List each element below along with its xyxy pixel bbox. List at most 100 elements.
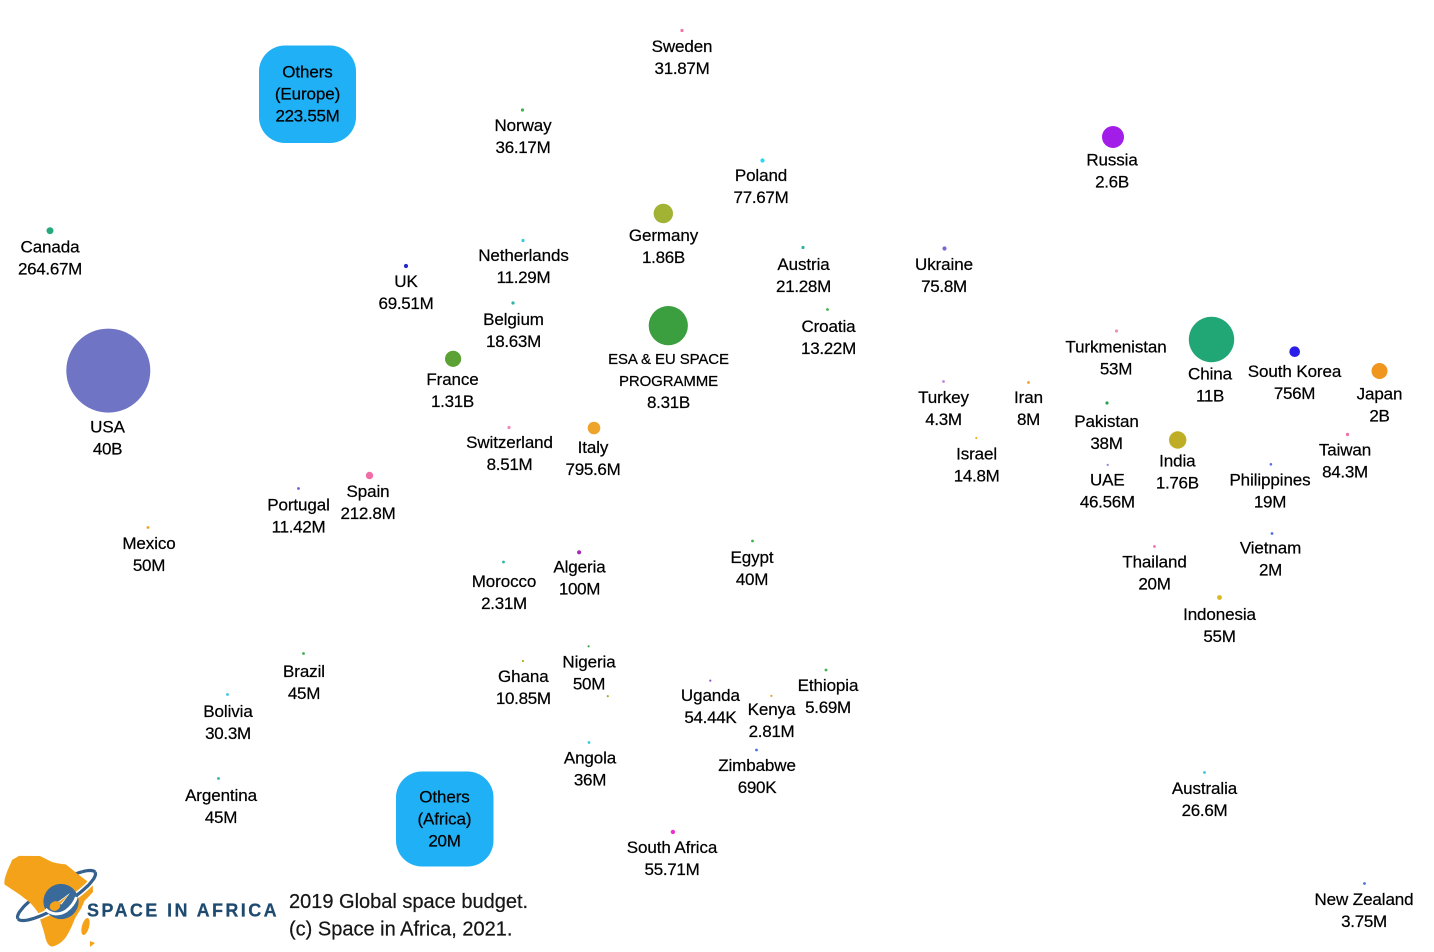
svg-text:69.51M: 69.51M (379, 294, 434, 313)
svg-text:Australia: Australia (1172, 779, 1238, 798)
svg-text:2B: 2B (1369, 407, 1389, 426)
svg-text:Poland: Poland (735, 166, 787, 185)
svg-text:Indonesia: Indonesia (1183, 605, 1256, 624)
svg-text:45M: 45M (288, 684, 320, 703)
svg-text:Canada: Canada (21, 237, 81, 256)
svg-text:5.69M: 5.69M (805, 698, 851, 717)
svg-text:(Africa): (Africa) (418, 810, 472, 829)
svg-text:Ethiopia: Ethiopia (798, 676, 859, 695)
svg-text:China: China (1188, 365, 1233, 384)
svg-text:PROGRAMME: PROGRAMME (619, 373, 718, 390)
svg-text:1.76B: 1.76B (1156, 474, 1199, 493)
svg-text:690K: 690K (738, 778, 777, 797)
svg-text:Brazil: Brazil (283, 662, 325, 681)
svg-text:Sweden: Sweden (652, 37, 713, 56)
svg-text:264.67M: 264.67M (18, 259, 82, 278)
svg-text:13.22M: 13.22M (801, 339, 856, 358)
svg-text:2.6B: 2.6B (1095, 173, 1129, 192)
svg-text:Zimbabwe: Zimbabwe (718, 756, 796, 775)
svg-text:55.71M: 55.71M (645, 860, 700, 879)
svg-text:45M: 45M (205, 808, 237, 827)
svg-text:Italy: Italy (578, 438, 609, 457)
svg-text:4.3M: 4.3M (925, 410, 962, 429)
svg-text:31.87M: 31.87M (655, 59, 710, 78)
svg-text:Iran: Iran (1014, 388, 1043, 407)
svg-text:11.42M: 11.42M (272, 518, 326, 537)
svg-text:1.31B: 1.31B (431, 392, 474, 411)
svg-text:10.85M: 10.85M (496, 689, 551, 708)
svg-text:50M: 50M (133, 556, 165, 575)
svg-text:8.31B: 8.31B (647, 393, 690, 412)
svg-text:India: India (1159, 452, 1196, 471)
svg-text:Israel: Israel (956, 445, 997, 464)
svg-text:1.86B: 1.86B (642, 248, 685, 267)
svg-text:50M: 50M (573, 674, 605, 693)
svg-text:(c) Space in Africa, 2021.: (c) Space in Africa, 2021. (289, 919, 512, 941)
svg-text:84.3M: 84.3M (1322, 463, 1368, 482)
svg-text:Austria: Austria (777, 255, 830, 274)
svg-text:New Zealand: New Zealand (1314, 890, 1413, 909)
svg-text:Kenya: Kenya (748, 700, 796, 719)
svg-text:Angola: Angola (564, 749, 617, 768)
svg-text:19M: 19M (1254, 493, 1286, 512)
svg-text:223.55M: 223.55M (275, 107, 339, 126)
svg-text:26.6M: 26.6M (1182, 801, 1228, 820)
svg-text:77.67M: 77.67M (734, 188, 789, 207)
svg-text:Others: Others (419, 788, 469, 807)
svg-text:Spain: Spain (347, 482, 390, 501)
svg-text:ESA & EU SPACE: ESA & EU SPACE (608, 351, 729, 368)
svg-text:20M: 20M (428, 832, 460, 851)
svg-text:Taiwan: Taiwan (1319, 441, 1371, 460)
svg-text:Uganda: Uganda (681, 686, 741, 705)
svg-text:SPACE IN AFRICA: SPACE IN AFRICA (87, 901, 279, 921)
svg-text:UAE: UAE (1090, 471, 1125, 490)
svg-text:Germany: Germany (629, 226, 699, 245)
svg-text:Others: Others (282, 63, 332, 82)
svg-text:Netherlands: Netherlands (478, 246, 569, 265)
svg-text:Ukraine: Ukraine (915, 255, 973, 274)
svg-text:40B: 40B (93, 439, 122, 458)
svg-text:8.51M: 8.51M (487, 455, 533, 474)
svg-text:South Africa: South Africa (627, 838, 718, 857)
svg-text:Algeria: Algeria (553, 558, 606, 577)
svg-text:21.28M: 21.28M (776, 277, 831, 296)
svg-text:Turkey: Turkey (918, 388, 969, 407)
svg-text:Switzerland: Switzerland (466, 433, 553, 452)
svg-text:18.63M: 18.63M (486, 332, 541, 351)
svg-text:Morocco: Morocco (472, 572, 537, 591)
svg-text:Thailand: Thailand (1122, 553, 1186, 572)
svg-text:38M: 38M (1090, 434, 1122, 453)
svg-text:Bolivia: Bolivia (203, 702, 253, 721)
svg-text:53M: 53M (1100, 360, 1132, 379)
svg-text:100M: 100M (559, 580, 600, 599)
svg-text:756M: 756M (1274, 384, 1315, 403)
svg-text:75.8M: 75.8M (921, 277, 967, 296)
svg-text:(Europe): (Europe) (275, 85, 340, 104)
svg-text:11.29M: 11.29M (497, 268, 551, 287)
svg-text:Nigeria: Nigeria (562, 652, 616, 671)
svg-text:UK: UK (394, 272, 418, 291)
svg-text:55M: 55M (1203, 627, 1235, 646)
svg-text:Mexico: Mexico (122, 534, 175, 553)
svg-text:2.31M: 2.31M (481, 594, 527, 613)
svg-text:Pakistan: Pakistan (1074, 412, 1138, 431)
svg-text:2019 Global space budget.: 2019 Global space budget. (289, 891, 528, 913)
svg-text:USA: USA (90, 417, 125, 436)
svg-text:30.3M: 30.3M (205, 724, 251, 743)
svg-text:Croatia: Croatia (801, 317, 856, 336)
svg-text:Philippines: Philippines (1229, 471, 1310, 490)
svg-text:South Korea: South Korea (1248, 362, 1342, 381)
svg-text:40M: 40M (736, 570, 768, 589)
svg-text:Japan: Japan (1357, 385, 1403, 404)
svg-text:Ghana: Ghana (498, 667, 549, 686)
svg-text:212.8M: 212.8M (341, 504, 396, 523)
svg-text:46.56M: 46.56M (1080, 493, 1135, 512)
svg-text:36M: 36M (574, 771, 606, 790)
svg-text:14.8M: 14.8M (954, 467, 1000, 486)
svg-text:Egypt: Egypt (731, 548, 774, 567)
svg-text:8M: 8M (1017, 410, 1040, 429)
svg-text:2.81M: 2.81M (749, 722, 795, 741)
svg-text:Turkmenistan: Turkmenistan (1065, 338, 1166, 357)
svg-text:795.6M: 795.6M (566, 460, 621, 479)
svg-text:36.17M: 36.17M (496, 138, 551, 157)
